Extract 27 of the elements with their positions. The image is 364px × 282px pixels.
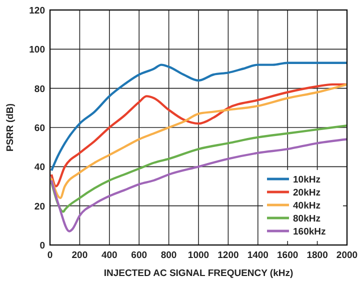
x-tick-label: 1400: [247, 250, 268, 261]
x-tick-label: 1600: [277, 250, 298, 261]
x-tick-label: 800: [160, 250, 177, 261]
y-tick-label: 40: [34, 162, 45, 174]
y-tick-label: 120: [29, 6, 45, 16]
x-tick-label: 400: [101, 250, 118, 261]
y-tick-label: 0: [40, 240, 45, 252]
legend-label: 10kHz: [293, 174, 321, 186]
x-tick-label: 0: [47, 250, 53, 261]
line-series: [50, 62, 348, 172]
y-axis-title: PSRR (dB): [5, 103, 16, 152]
x-tick-label: 1000: [188, 250, 210, 261]
x-tick-label: 1800: [306, 250, 328, 261]
legend-label: 80kHz: [293, 214, 321, 224]
x-tick-label: 2000: [336, 250, 358, 261]
legend-label: 20kHz: [293, 188, 321, 198]
x-axis-title: INJECTED AC SIGNAL FREQUENCY (kHz): [104, 268, 294, 279]
y-tick-label: 100: [29, 44, 45, 56]
x-tick-label: 600: [131, 250, 148, 261]
line-series: [50, 124, 348, 213]
y-tick-label: 20: [34, 201, 45, 212]
y-tick-label: 80: [34, 84, 45, 95]
legend-label: 160kHz: [293, 226, 326, 238]
legend-label: 40kHz: [293, 200, 321, 212]
y-tick-label: 60: [34, 123, 45, 134]
x-tick-label: 1200: [218, 250, 239, 261]
x-tick-label: 200: [72, 250, 88, 261]
